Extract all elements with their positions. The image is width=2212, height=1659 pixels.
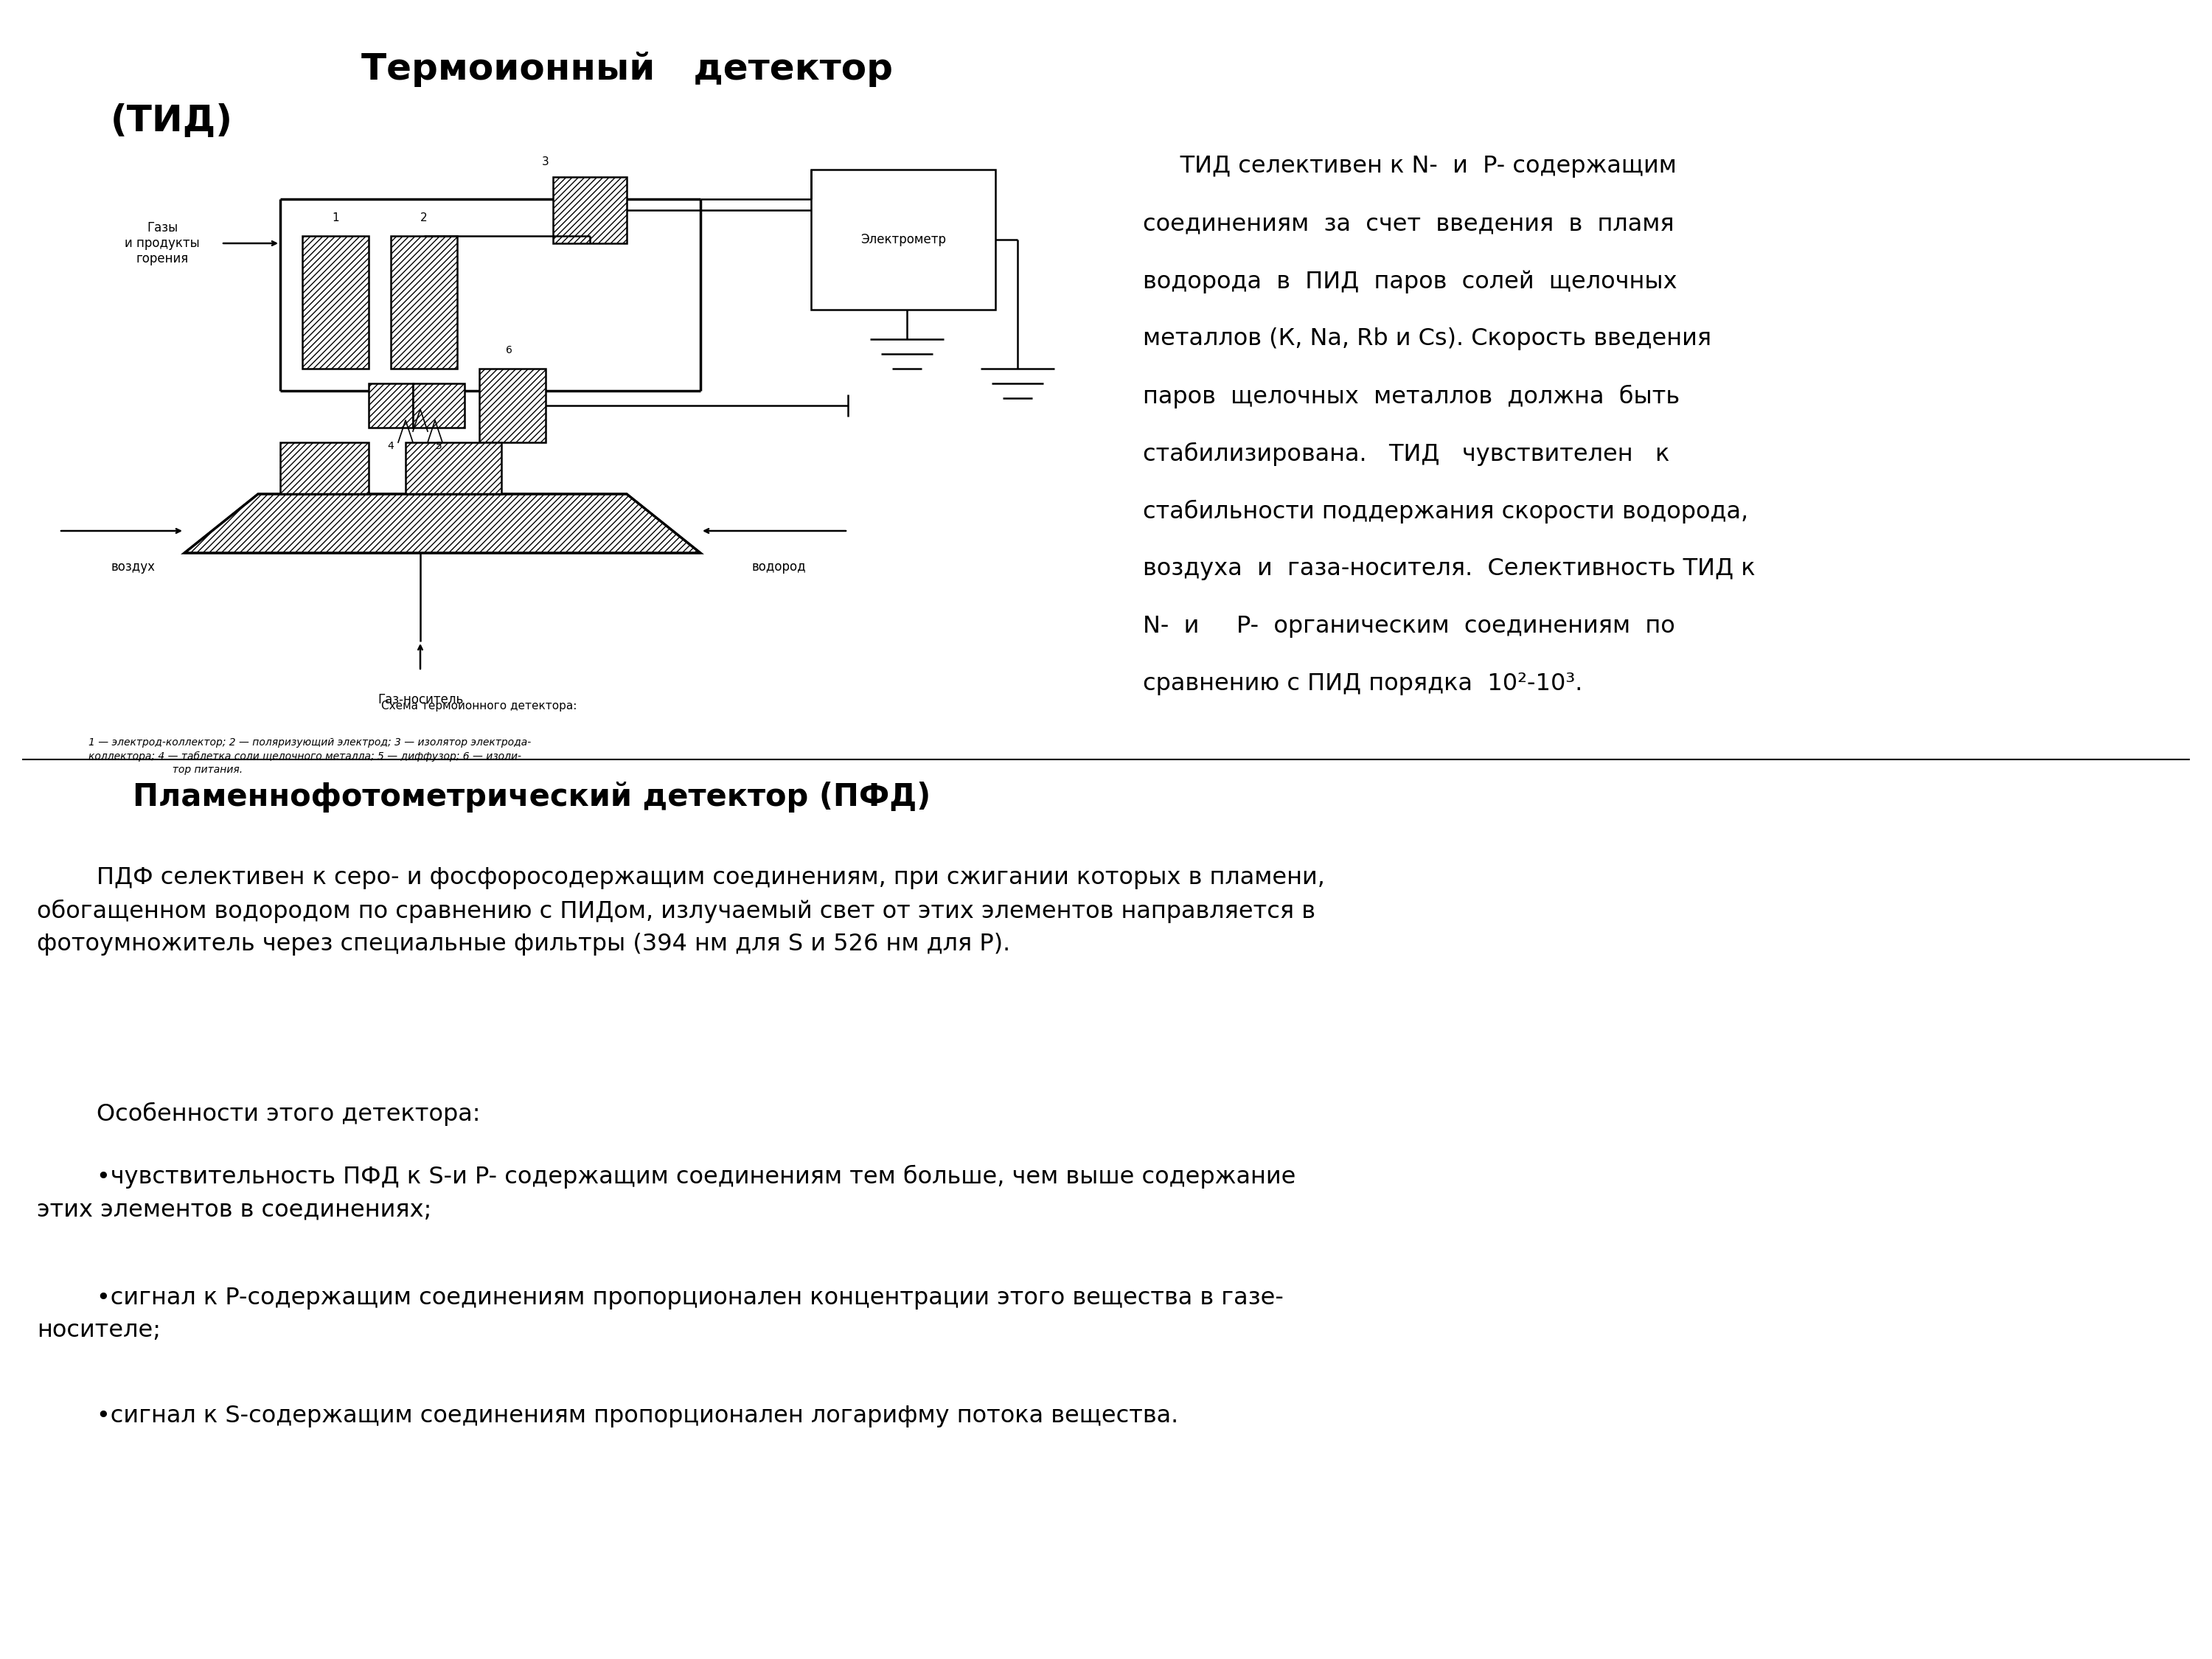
Text: 1 — электрод-коллектор; 2 — поляризующий электрод; 3 — изолятор электрода-
колле: 1 — электрод-коллектор; 2 — поляризующий… xyxy=(88,737,531,775)
Bar xyxy=(812,169,995,310)
Text: 3: 3 xyxy=(542,156,549,168)
Text: N-  и     P-  органическим  соединениям  по: N- и P- органическим соединениям по xyxy=(1144,615,1674,637)
Text: стабильности поддержания скорости водорода,: стабильности поддержания скорости водоро… xyxy=(1144,499,1747,524)
Bar xyxy=(281,443,369,494)
Text: стабилизирована.   ТИД   чувствителен   к: стабилизирована. ТИД чувствителен к xyxy=(1144,443,1670,466)
Text: воздух: воздух xyxy=(111,561,155,574)
Polygon shape xyxy=(184,494,701,552)
Bar xyxy=(369,383,414,428)
Text: Схема термоионного детектора:: Схема термоионного детектора: xyxy=(380,700,577,712)
Text: 6: 6 xyxy=(507,345,511,355)
Text: ПДФ селективен к серо- и фосфоросодержащим соединениям, при сжигании которых в п: ПДФ селективен к серо- и фосфоросодержащ… xyxy=(38,866,1325,956)
Text: водорода  в  ПИД  паров  солей  щелочных: водорода в ПИД паров солей щелочных xyxy=(1144,270,1677,294)
Text: сравнению с ПИД порядка  10²-10³.: сравнению с ПИД порядка 10²-10³. xyxy=(1144,672,1582,695)
Text: воздуха  и  газа-носителя.  Селективность ТИД к: воздуха и газа-носителя. Селективность Т… xyxy=(1144,557,1756,581)
Text: Особенности этого детектора:: Особенности этого детектора: xyxy=(38,1102,480,1126)
Text: Термоионный   детектор: Термоионный детектор xyxy=(361,51,891,86)
Text: металлов (К, Na, Rb и Cs). Скорость введения: металлов (К, Na, Rb и Cs). Скорость введ… xyxy=(1144,327,1712,350)
Text: Газы
и продукты
горения: Газы и продукты горения xyxy=(124,221,199,265)
Text: паров  щелочных  металлов  должна  быть: паров щелочных металлов должна быть xyxy=(1144,385,1679,408)
Text: ТИД селективен к N-  и  P- содержащим: ТИД селективен к N- и P- содержащим xyxy=(1144,154,1677,178)
Text: Пламеннофотометрический детектор (ПФД): Пламеннофотометрический детектор (ПФД) xyxy=(133,781,931,813)
Bar xyxy=(405,443,502,494)
Text: •сигнал к P-содержащим соединениям пропорционален концентрации этого вещества в : •сигнал к P-содержащим соединениям пропо… xyxy=(38,1287,1283,1342)
Text: Электрометр: Электрометр xyxy=(860,232,947,246)
Text: 5: 5 xyxy=(436,441,442,451)
Bar xyxy=(414,383,465,428)
Bar xyxy=(553,178,626,244)
Text: Газ-носитель: Газ-носитель xyxy=(378,693,462,707)
Text: (ТИД): (ТИД) xyxy=(111,103,232,139)
Text: соединениям  за  счет  введения  в  пламя: соединениям за счет введения в пламя xyxy=(1144,212,1674,236)
Text: водород: водород xyxy=(752,561,807,574)
Bar xyxy=(392,236,458,368)
Text: 4: 4 xyxy=(387,441,394,451)
Bar xyxy=(480,368,546,443)
Text: 2: 2 xyxy=(420,212,427,222)
Text: •сигнал к S-содержащим соединениям пропорционален логарифму потока вещества.: •сигнал к S-содержащим соединениям пропо… xyxy=(38,1405,1179,1427)
Text: •чувствительность ПФД к S-и P- содержащим соединениям тем больше, чем выше содер: •чувствительность ПФД к S-и P- содержащи… xyxy=(38,1165,1296,1221)
Bar xyxy=(303,236,369,368)
Text: 1: 1 xyxy=(332,212,338,222)
